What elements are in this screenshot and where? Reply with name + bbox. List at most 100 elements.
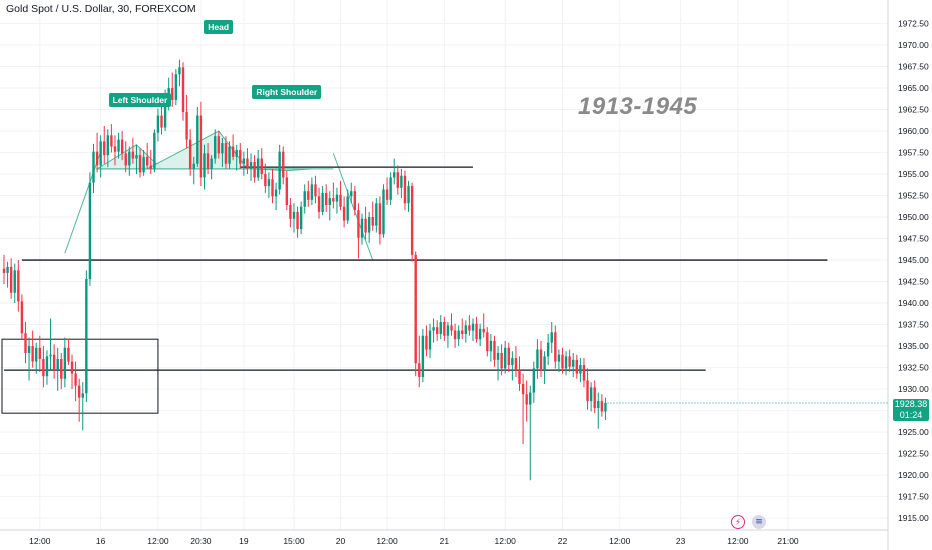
candle-up xyxy=(579,364,582,374)
candle-down xyxy=(199,115,203,178)
candle-up xyxy=(196,115,199,164)
candle-down xyxy=(500,352,503,369)
us-flag-icon[interactable]: ≡ xyxy=(752,515,766,529)
left-shoulder-label: Left Shoulder xyxy=(108,93,172,108)
candle-up xyxy=(45,356,49,377)
price-axis-label: 1955.00 xyxy=(898,169,929,179)
price-axis-label: 1952.50 xyxy=(898,191,929,201)
candle-up xyxy=(564,356,568,369)
time-axis-label: 12:00 xyxy=(147,536,169,546)
candle-down xyxy=(378,203,382,235)
price-axis-label: 1925.00 xyxy=(898,427,929,437)
candle-up xyxy=(228,146,231,164)
candle-down xyxy=(482,328,485,333)
candle-down xyxy=(60,358,63,379)
candle-down xyxy=(468,325,471,331)
price-axis-label: 1942.50 xyxy=(898,277,929,287)
candle-down xyxy=(332,198,335,202)
range-box xyxy=(1,338,159,414)
candle-up xyxy=(256,158,260,178)
candle-up xyxy=(550,332,553,343)
pattern-leg xyxy=(64,151,102,254)
time-axis-label: 12:00 xyxy=(29,536,51,546)
time-axis-label: 19 xyxy=(239,536,249,546)
time-axis-label: 21:00 xyxy=(777,536,799,546)
candle-up xyxy=(457,330,460,340)
candle-up xyxy=(299,206,303,230)
candle-down xyxy=(171,88,174,101)
candle-up xyxy=(27,346,31,353)
candle-down xyxy=(486,332,489,352)
time-axis-label: 22 xyxy=(558,536,568,546)
candle-down xyxy=(507,347,510,365)
candle-up xyxy=(346,196,349,221)
candle-down xyxy=(493,340,496,360)
candle-down xyxy=(246,158,249,169)
candle-down xyxy=(317,196,321,212)
candle-up xyxy=(428,330,432,350)
candle-down xyxy=(70,361,74,374)
price-axis-label: 1915.00 xyxy=(898,513,929,523)
candle-down xyxy=(435,327,439,335)
candle-up xyxy=(203,153,206,178)
candle-down xyxy=(514,358,518,371)
candle-down xyxy=(453,330,457,340)
candle-up xyxy=(536,349,539,369)
price-axis-label: 1945.00 xyxy=(898,255,929,265)
time-axis-label: 12:00 xyxy=(727,536,749,546)
candle-up xyxy=(382,189,385,235)
candle-up xyxy=(88,182,92,279)
candle-down xyxy=(52,354,56,371)
candle-down xyxy=(575,359,578,374)
candle-up xyxy=(235,149,238,157)
candle-up xyxy=(367,217,371,233)
candle-down xyxy=(138,155,142,173)
candle-down xyxy=(113,146,117,152)
candle-down xyxy=(253,161,256,178)
candle-down xyxy=(371,217,374,226)
head-label: Head xyxy=(204,20,234,35)
price-axis-label: 1920.00 xyxy=(898,470,929,480)
candle-down xyxy=(17,270,20,302)
candle-down xyxy=(42,358,45,377)
candle-down xyxy=(260,158,263,175)
candle-up xyxy=(49,354,52,357)
price-axis-label: 1970.00 xyxy=(898,40,929,50)
candle-down xyxy=(296,211,299,230)
candle-down xyxy=(410,186,414,255)
candle-down xyxy=(231,146,235,157)
candle-down xyxy=(403,175,407,204)
candle-up xyxy=(489,340,493,352)
price-axis-label: 1972.50 xyxy=(898,18,929,28)
candle-down xyxy=(418,363,421,378)
candle-down xyxy=(239,149,242,164)
candle-up xyxy=(135,155,138,159)
candle-down xyxy=(271,179,274,197)
candle-up xyxy=(214,136,217,159)
price-axis-label: 1935.00 xyxy=(898,341,929,351)
candle-down xyxy=(217,136,220,154)
candle-up xyxy=(156,115,160,133)
candle-up xyxy=(511,358,514,365)
candle-up xyxy=(274,189,278,197)
lightning-icon[interactable]: ⚡ xyxy=(731,515,745,529)
candle-up xyxy=(321,192,324,212)
price-axis-label: 1967.50 xyxy=(898,61,929,71)
candle-down xyxy=(353,191,357,211)
time-axis-label: 23 xyxy=(676,536,686,546)
candle-up xyxy=(604,402,607,412)
candle-up xyxy=(557,354,561,362)
candle-down xyxy=(146,156,149,166)
candle-down xyxy=(525,394,528,405)
candle-down xyxy=(282,151,285,178)
candle-up xyxy=(389,177,392,200)
candle-up xyxy=(221,143,224,154)
candle-down xyxy=(181,67,185,113)
candle-down xyxy=(593,387,596,409)
candle-up xyxy=(178,67,181,75)
price-axis-label: 1960.00 xyxy=(898,126,929,136)
candle-up xyxy=(6,266,9,273)
candle-up xyxy=(163,97,167,128)
candle-down xyxy=(586,380,589,402)
